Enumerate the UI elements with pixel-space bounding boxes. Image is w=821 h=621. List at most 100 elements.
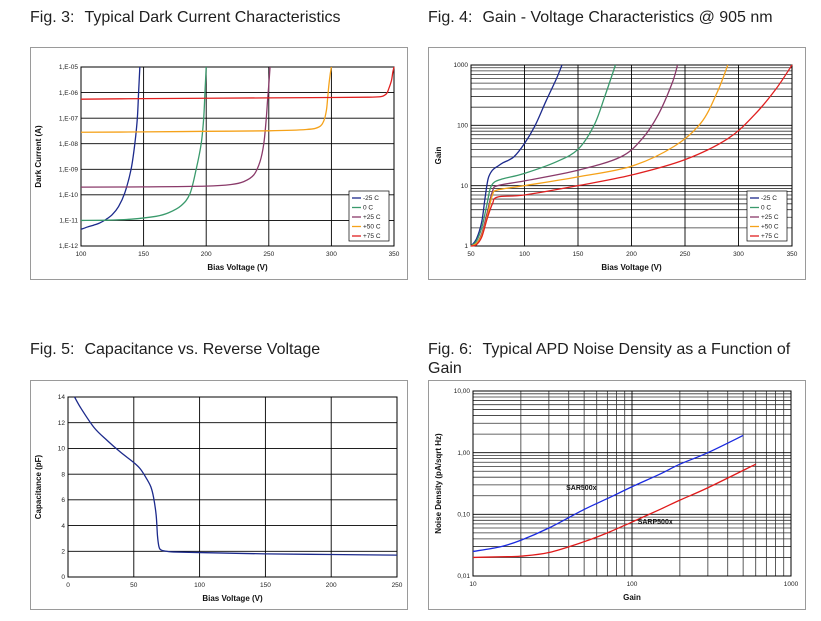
fig3-series-75c: [80, 66, 395, 100]
fig6-title: Fig. 6: Typical APD Noise Density as a Fu…: [428, 340, 808, 378]
fig6-x-tick-label: 100: [627, 581, 638, 588]
fig3-panel: 1,E-12 1,E-11 1,E-10 1,E-09 1,E-08 1,E-07 1,E-…: [30, 47, 408, 280]
fig6-y-tick-label: 0,01: [457, 573, 470, 580]
fig5-number: Fig. 5:: [30, 341, 75, 358]
fig6-x-tick-label: 1000: [784, 581, 799, 588]
fig6-y-tick-label: 1,00: [457, 450, 470, 457]
fig3-title-text: Typical Dark Current Characteristics: [84, 9, 341, 26]
fig3-legend: -25 C 0 C +25 C +50 C +75 C: [348, 190, 390, 242]
fig4-y-tick-label: 10: [461, 183, 469, 190]
fig3-legend-label: +50 C: [363, 224, 381, 231]
fig3-x-tick-label: 300: [326, 251, 337, 258]
fig4-series-25c: [470, 64, 679, 247]
fig6-x-tick-label: 10: [469, 581, 477, 588]
fig5-y-tick-label: 4: [61, 523, 65, 530]
fig4-panel: 1 10 100 1000 50 100 150 200 250 300 350 Bias Volta…: [428, 47, 806, 280]
fig3-plot-frame: [80, 66, 395, 247]
fig4-x-tick-label: 150: [573, 251, 584, 258]
fig5-y-tick-label: 10: [58, 446, 66, 453]
fig5-panel: 0 2 4 6 8 10 12 14 0 50 100 150 200 250 Bias Voltage (…: [30, 380, 408, 610]
fig4-chart: 1 10 100 1000 50 100 150 200 250 300 350 Bias Volta…: [434, 62, 798, 272]
fig5-x-tick-label: 0: [66, 582, 70, 589]
fig5-y-tick-label: 14: [58, 394, 66, 401]
fig3-x-axis-label: Bias Voltage (V): [207, 263, 268, 272]
fig4-x-tick-label: 300: [733, 251, 744, 258]
fig3-legend-label: 0 C: [363, 205, 373, 212]
fig3-series-25c: [80, 66, 271, 188]
fig3-chart: 1,E-12 1,E-11 1,E-10 1,E-09 1,E-08 1,E-07 1,E-…: [34, 64, 400, 272]
fig6-annotation-sarp500x: SARP500x: [638, 519, 673, 526]
fig4-legend-box: [746, 190, 788, 242]
fig3-series-25c: [80, 66, 141, 230]
fig4-y-tick-label: 1000: [454, 62, 469, 69]
fig5-title: Fig. 5: Capacitance vs. Reverse Voltage: [30, 340, 320, 359]
fig4-legend-label: +25 C: [761, 214, 779, 221]
fig3-series-0c: [80, 66, 207, 222]
fig4-title-text: Gain - Voltage Characteristics @ 905 nm: [482, 9, 773, 26]
fig3-number: Fig. 3:: [30, 9, 75, 26]
fig4-x-axis-label: Bias Voltage (V): [601, 263, 662, 272]
fig6-series-sarp500x: [472, 463, 757, 559]
fig4-x-tick-label: 200: [626, 251, 637, 258]
fig3-y-tick-label: 1,E-09: [59, 166, 79, 173]
fig3-legend-box: [348, 190, 390, 242]
fig6-annotation-sar500x: SAR500x: [566, 485, 596, 492]
fig3-y-tick-label: 1,E-10: [59, 192, 79, 199]
fig4-y-tick-label: 1: [464, 243, 468, 250]
fig5-x-tick-label: 100: [194, 582, 205, 589]
fig6-x-axis-label: Gain: [623, 593, 641, 602]
fig6-title-text: Typical APD Noise Density as a Function …: [428, 341, 791, 377]
fig5-x-tick-label: 150: [260, 582, 271, 589]
fig6-y-axis-label: Noise Density (pA/sqrt Hz): [434, 433, 443, 534]
fig3-legend-label: +75 C: [363, 233, 381, 240]
fig6-grid: [472, 390, 792, 577]
fig4-number: Fig. 4:: [428, 9, 473, 26]
fig3-y-tick-label: 1,E-05: [59, 64, 79, 71]
fig4-x-tick-label: 50: [467, 251, 475, 258]
fig5-x-axis-label: Bias Voltage (V): [202, 594, 263, 603]
fig5-x-tick-label: 50: [130, 582, 138, 589]
fig3-x-tick-label: 100: [76, 251, 87, 258]
fig6-plot-frame: [472, 390, 792, 577]
fig3-y-tick-label: 1,E-06: [59, 90, 79, 97]
fig4-grid: [470, 64, 793, 247]
fig3-series-50c: [80, 66, 333, 133]
fig4-plot-frame: [470, 64, 793, 247]
fig6-number: Fig. 6:: [428, 341, 473, 358]
fig5-y-tick-label: 0: [61, 574, 65, 581]
fig3-y-axis-label: Dark Current (A): [34, 125, 43, 188]
fig3-y-tick-label: 1,E-12: [59, 243, 79, 250]
fig5-x-tick-label: 250: [392, 582, 403, 589]
fig5-y-axis-label: Capacitance (pF): [34, 454, 43, 519]
fig4-series-25c: [470, 64, 563, 247]
fig5-title-text: Capacitance vs. Reverse Voltage: [84, 341, 321, 358]
fig3-title: Fig. 3: Typical Dark Current Characterist…: [30, 8, 341, 27]
fig6-panel: 0,01 0,10 1,00 10,00 10 100 1000 Gain Noise Dens…: [428, 380, 806, 610]
fig6-chart: 0,01 0,10 1,00 10,00 10 100 1000 Gain Noise Dens…: [434, 388, 799, 602]
fig4-x-tick-label: 350: [787, 251, 798, 258]
fig4-legend: -25 C 0 C +25 C +50 C +75 C: [746, 190, 788, 242]
fig3-y-tick-label: 1,E-08: [59, 141, 79, 148]
fig4-x-tick-label: 250: [680, 251, 691, 258]
fig4-y-tick-label: 100: [457, 123, 468, 130]
fig3-legend-label: -25 C: [363, 195, 379, 202]
fig3-x-tick-label: 200: [201, 251, 212, 258]
fig5-chart: 0 2 4 6 8 10 12 14 0 50 100 150 200 250 Bias Voltage (…: [34, 394, 403, 603]
fig4-legend-label: +75 C: [761, 233, 779, 240]
fig5-y-tick-label: 12: [58, 420, 66, 427]
fig4-x-tick-label: 100: [519, 251, 530, 258]
fig5-y-tick-label: 6: [61, 497, 65, 504]
fig4-legend-label: -25 C: [761, 195, 777, 202]
fig4-legend-label: 0 C: [761, 205, 771, 212]
fig4-series-50c: [470, 64, 729, 247]
fig5-grid: [67, 396, 398, 578]
fig5-x-tick-label: 200: [326, 582, 337, 589]
fig4-legend-label: +50 C: [761, 224, 779, 231]
fig3-x-tick-label: 350: [389, 251, 400, 258]
fig5-y-tick-label: 8: [61, 471, 65, 478]
fig3-x-tick-label: 250: [263, 251, 274, 258]
fig3-y-tick-label: 1,E-11: [59, 218, 78, 225]
fig6-series-sar500x: [472, 434, 744, 553]
fig3-legend-label: +25 C: [363, 214, 381, 221]
fig5-plot-frame: [67, 396, 398, 578]
